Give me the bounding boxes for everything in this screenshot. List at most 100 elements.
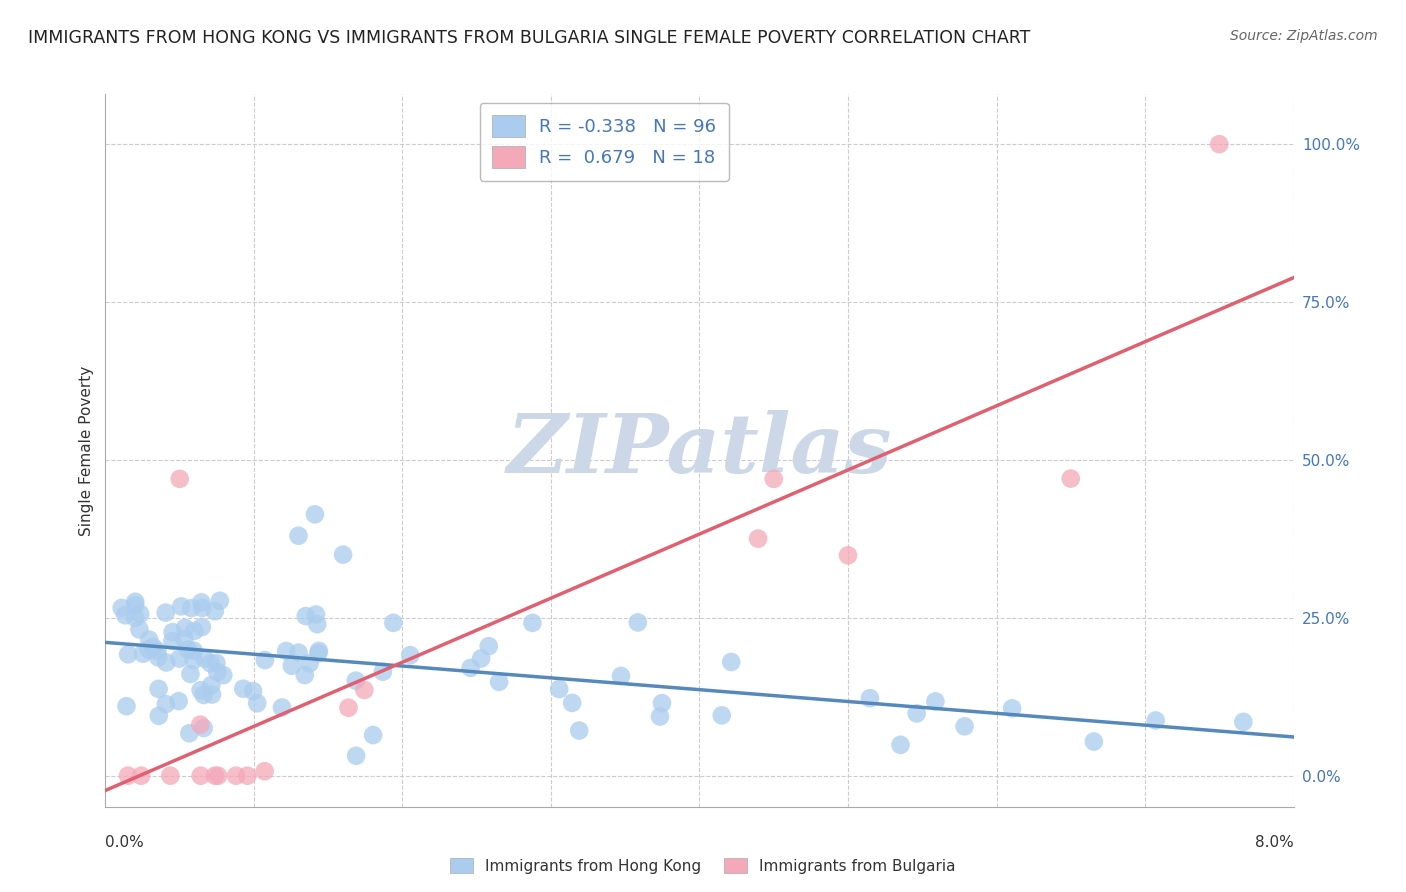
Point [344, 748, 367, 763]
Point [308, 644, 330, 658]
Point [561, 696, 583, 710]
Point [924, 694, 946, 708]
Y-axis label: Single Female Poverty: Single Female Poverty [79, 366, 94, 535]
Point [859, 691, 882, 706]
Legend: R = -0.338   N = 96, R =  0.679   N = 18: R = -0.338 N = 96, R = 0.679 N = 18 [479, 103, 730, 181]
Point [762, 472, 785, 486]
Point [253, 764, 276, 779]
Point [191, 620, 214, 634]
Point [1001, 701, 1024, 715]
Point [188, 717, 211, 731]
Point [162, 625, 184, 640]
Point [193, 688, 215, 702]
Point [155, 656, 177, 670]
Point [124, 611, 146, 625]
Point [132, 647, 155, 661]
Point [460, 661, 482, 675]
Point [353, 682, 375, 697]
Point [146, 644, 169, 658]
Point [162, 634, 184, 648]
Point [180, 601, 202, 615]
Point [183, 653, 205, 667]
Point [142, 640, 165, 654]
Point [193, 721, 215, 735]
Point [208, 593, 231, 607]
Point [204, 769, 226, 783]
Point [124, 598, 146, 612]
Point [207, 769, 229, 783]
Point [170, 599, 193, 614]
Point [138, 642, 160, 657]
Point [174, 621, 197, 635]
Point [201, 688, 224, 702]
Point [190, 595, 212, 609]
Point [124, 595, 146, 609]
Point [155, 697, 177, 711]
Point [651, 696, 673, 710]
Point [1083, 734, 1105, 748]
Point [111, 600, 134, 615]
Point [183, 624, 205, 638]
Point [169, 651, 191, 665]
Point [173, 632, 195, 646]
Point [232, 681, 254, 696]
Point [129, 607, 152, 621]
Point [167, 694, 190, 708]
Point [361, 728, 384, 742]
Point [568, 723, 591, 738]
Point [307, 646, 329, 660]
Point [138, 632, 160, 647]
Text: 8.0%: 8.0% [1254, 836, 1294, 850]
Point [344, 673, 367, 688]
Text: ZIPatlas: ZIPatlas [506, 410, 893, 491]
Point [200, 657, 222, 671]
Point [246, 696, 269, 710]
Point [905, 706, 928, 721]
Point [889, 738, 911, 752]
Point [478, 639, 501, 653]
Point [242, 684, 264, 698]
Point [548, 681, 571, 696]
Point [281, 658, 304, 673]
Point [179, 667, 201, 681]
Point [294, 609, 316, 624]
Point [287, 529, 309, 543]
Point [371, 665, 394, 679]
Point [305, 607, 328, 622]
Point [276, 644, 298, 658]
Legend: Immigrants from Hong Kong, Immigrants from Bulgaria: Immigrants from Hong Kong, Immigrants fr… [444, 852, 962, 880]
Point [190, 683, 212, 698]
Point [179, 726, 201, 740]
Point [610, 669, 633, 683]
Point [953, 719, 976, 733]
Text: 0.0%: 0.0% [105, 836, 145, 850]
Point [382, 615, 405, 630]
Point [128, 623, 150, 637]
Point [114, 608, 136, 623]
Point [287, 646, 309, 660]
Point [204, 604, 226, 618]
Point [720, 655, 742, 669]
Point [194, 651, 217, 665]
Point [1232, 714, 1254, 729]
Point [236, 769, 259, 783]
Point [148, 681, 170, 696]
Point [399, 648, 422, 662]
Point [294, 668, 316, 682]
Point [747, 532, 769, 546]
Point [337, 700, 360, 714]
Point [1144, 714, 1167, 728]
Point [271, 700, 294, 714]
Point [212, 668, 235, 682]
Point [117, 769, 139, 783]
Point [304, 508, 326, 522]
Point [307, 617, 329, 632]
Point [253, 653, 276, 667]
Point [115, 699, 138, 714]
Point [191, 601, 214, 615]
Point [148, 708, 170, 723]
Point [470, 651, 492, 665]
Point [155, 606, 177, 620]
Point [117, 648, 139, 662]
Point [200, 678, 222, 692]
